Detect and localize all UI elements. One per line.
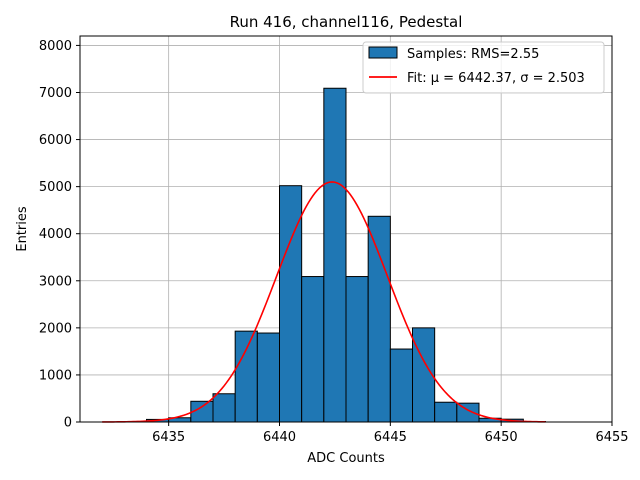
y-tick-label: 4000 <box>39 227 72 242</box>
legend-histogram-label: Samples: RMS=2.55 <box>407 47 539 62</box>
x-tick-label: 6435 <box>152 430 185 445</box>
histogram-bar <box>301 276 325 423</box>
y-tick-label: 2000 <box>39 321 72 336</box>
y-tick-label: 0 <box>64 416 72 431</box>
x-axis-label: ADC Counts <box>307 451 385 466</box>
histogram-bar <box>345 276 369 423</box>
y-tick-label: 8000 <box>39 39 72 54</box>
legend-histogram-swatch <box>368 46 398 59</box>
histogram-bar <box>212 393 236 423</box>
y-tick-label: 1000 <box>39 368 72 383</box>
legend: Samples: RMS=2.55 Fit: μ = 6442.37, σ = … <box>362 41 605 94</box>
axes-frame <box>79 35 613 423</box>
y-tick-label: 3000 <box>39 274 72 289</box>
x-tick-label: 6455 <box>595 430 628 445</box>
histogram-bar <box>256 332 281 423</box>
y-tick-label: 7000 <box>39 86 72 101</box>
axis-ticks: 6435 6440 6445 6450 6455 0 1000 2000 3000 4000 500… <box>39 39 629 445</box>
histogram-bar <box>389 348 414 423</box>
histogram-bar <box>367 215 391 423</box>
gaussian-fit-curve <box>102 181 546 423</box>
x-tick-label: 6440 <box>263 430 296 445</box>
y-tick-label: 6000 <box>39 133 72 148</box>
y-tick-label: 5000 <box>39 180 72 195</box>
x-tick-label: 6445 <box>374 430 407 445</box>
histogram-bar <box>234 330 258 423</box>
fit-curve-group <box>102 181 546 423</box>
y-axis-label: Entries <box>15 206 30 252</box>
x-tick-label: 6450 <box>485 430 518 445</box>
histogram-bar <box>323 87 347 423</box>
histogram-bar <box>434 401 458 423</box>
chart-title: Run 416, channel116, Pedestal <box>230 13 463 31</box>
legend-fit-label: Fit: μ = 6442.37, σ = 2.503 <box>407 71 585 86</box>
legend-box <box>362 41 605 94</box>
